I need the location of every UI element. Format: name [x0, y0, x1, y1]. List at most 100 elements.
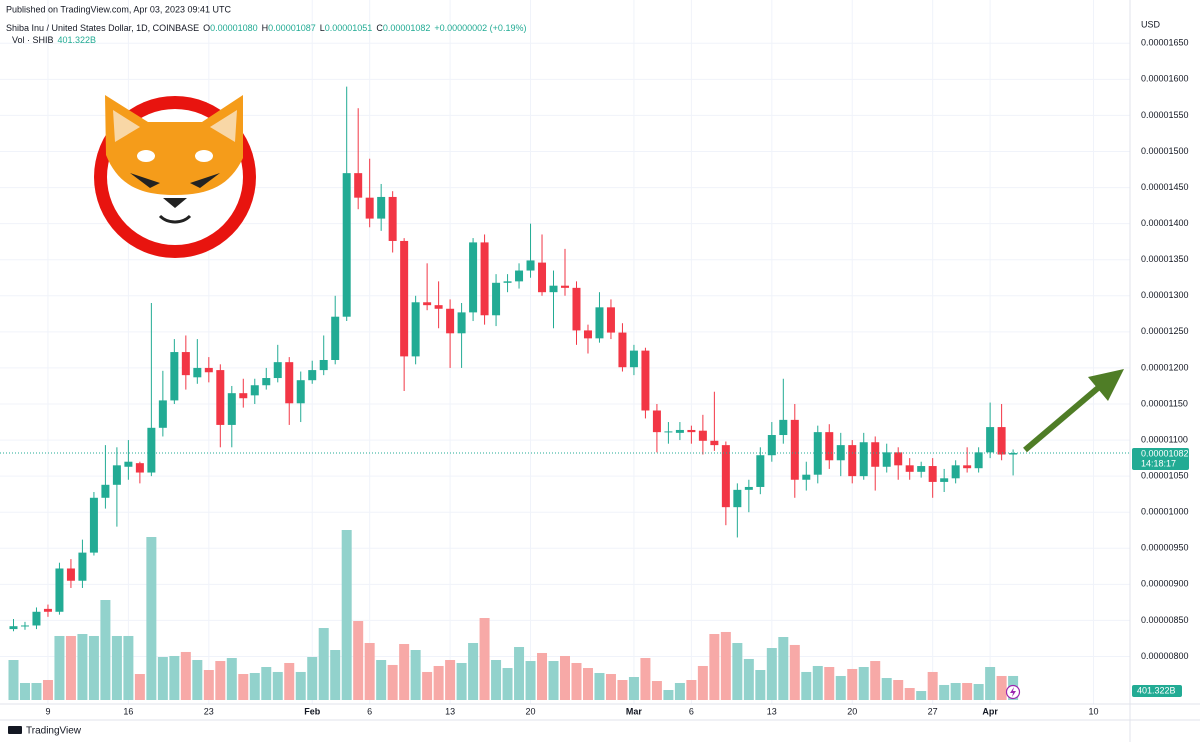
y-tick-label: 0.00001500: [1141, 146, 1189, 156]
lightning-button[interactable]: [1005, 684, 1021, 700]
candle-body: [89, 497, 98, 553]
volume-name: Vol · SHIB: [12, 35, 54, 45]
price-tag-label: 0.00001082: [1141, 448, 1189, 458]
candle-body: [296, 380, 305, 404]
y-tick-label: 0.00001350: [1141, 254, 1189, 264]
x-tick-label: Feb: [304, 706, 321, 716]
candle-body: [78, 552, 87, 581]
candle-body: [951, 465, 960, 479]
volume-bar: [203, 670, 214, 700]
y-tick-label: 0.00001600: [1141, 74, 1189, 84]
candle-body: [583, 330, 592, 339]
shiba-logo: [94, 95, 256, 258]
candle-body: [158, 400, 167, 428]
candle-body: [871, 442, 880, 467]
candle-body: [802, 474, 811, 480]
candle-body: [572, 287, 581, 331]
x-tick-label: Mar: [626, 706, 643, 716]
candle-body: [882, 452, 891, 467]
y-tick-label: 0.00001150: [1141, 398, 1188, 408]
volume-bar: [399, 644, 410, 700]
candle-body: [561, 285, 569, 288]
candle-body: [170, 352, 179, 401]
volume-bar: [571, 662, 582, 700]
volume-bar: [111, 635, 122, 700]
volume-bar: [801, 671, 812, 700]
x-tick-label: 13: [767, 706, 777, 716]
y-tick-label: 0.00001200: [1141, 362, 1189, 372]
volume-value: 401.322B: [58, 35, 97, 45]
candle-body: [756, 455, 765, 487]
volume-bar: [123, 635, 134, 700]
volume-bar: [433, 665, 444, 700]
candle-body: [744, 486, 753, 490]
currency: USD: [1141, 19, 1161, 29]
x-tick-label: 13: [445, 706, 455, 716]
volume-bar: [870, 661, 881, 700]
ohlc-value: 0.00001051: [325, 23, 373, 33]
y-tick-label: 0.00001450: [1141, 182, 1189, 192]
volume-bar: [927, 671, 938, 700]
lightning-icon[interactable]: [1010, 687, 1016, 697]
candle-body: [66, 568, 75, 581]
logo-eyes: [130, 173, 220, 188]
volume-bar: [364, 642, 375, 700]
volume-bar: [169, 655, 180, 700]
candle-body: [986, 427, 995, 453]
volume-bar: [697, 665, 708, 700]
candle-body: [675, 429, 684, 433]
candle-body: [721, 445, 730, 508]
candle-body: [411, 302, 420, 357]
y-tick-label: 0.00000950: [1141, 543, 1189, 553]
candle-body: [526, 260, 535, 271]
volume-tag: [1132, 684, 1182, 697]
volume-bar: [180, 651, 191, 700]
volume-bar: [916, 691, 927, 700]
y-tick-label: 0.00001250: [1141, 326, 1189, 336]
candle-body: [480, 242, 489, 316]
candle-body: [515, 270, 524, 282]
volume-bar: [893, 680, 904, 700]
volume-bar: [31, 682, 42, 700]
volume-bar: [215, 661, 226, 700]
volume-bar: [560, 655, 570, 700]
y-tick-label: 0.00001650: [1141, 38, 1189, 48]
candle-body: [262, 378, 271, 386]
volume-bar: [410, 650, 421, 700]
candle-body: [354, 173, 363, 198]
volume-bar: [640, 658, 651, 700]
volume-bar: [238, 674, 249, 700]
candle-body: [974, 452, 983, 469]
published-note: Published on TradingView.com, Apr 03, 20…: [6, 4, 231, 14]
candle-body: [250, 385, 259, 396]
candle-body: [848, 445, 857, 477]
volume-bar: [686, 680, 697, 700]
volume-bar: [755, 670, 766, 700]
candle-body: [767, 435, 776, 456]
candle-body: [331, 316, 340, 360]
candle-body: [43, 608, 52, 612]
candle-body: [446, 308, 455, 334]
logo-mouth: [158, 214, 192, 224]
candle-body: [193, 367, 202, 378]
x-tick-label: 9: [45, 706, 50, 716]
logo-brow: [195, 150, 213, 162]
candle-layer: [0, 86, 1130, 632]
logo-head: [105, 95, 243, 195]
x-tick-label: 6: [367, 706, 372, 716]
volume-bar: [663, 690, 674, 700]
volume-bar: [376, 660, 387, 700]
volume-bar: [353, 621, 364, 700]
candle-body: [825, 432, 834, 461]
volume-bar: [582, 668, 593, 700]
volume-bar: [720, 631, 731, 700]
countdown: 14:18:17: [1141, 458, 1176, 468]
volume-bar: [387, 664, 398, 700]
volume-bar: [157, 657, 168, 700]
candle-body: [308, 370, 317, 381]
volume-bar: [226, 658, 237, 700]
candle-body: [1009, 453, 1018, 455]
volume-bar: [548, 661, 559, 700]
volume-bar: [789, 644, 800, 700]
x-tick-label: 6: [689, 706, 694, 716]
